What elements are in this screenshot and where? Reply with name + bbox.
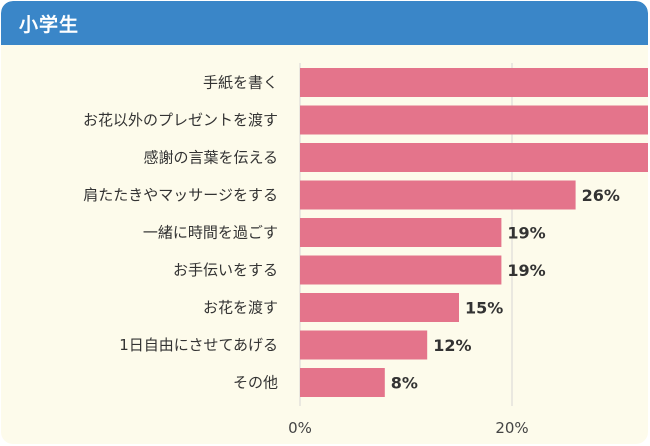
x-tick-label: 0% [288,419,312,437]
category-label: 感謝の言葉を伝える [143,149,278,167]
value-label: 19% [507,224,545,243]
chart-header: 小学生 [1,1,648,45]
bar [300,180,576,210]
bar [300,143,648,172]
value-label: 19% [507,261,545,280]
x-tick-label: 20% [495,419,528,437]
category-label: 肩たたきやマッサージをする [83,186,278,204]
value-label: 15% [465,299,503,318]
value-label: 26% [582,186,620,205]
bar [300,330,428,360]
chart-title: 小学生 [19,14,80,36]
bar [300,293,459,322]
bar [300,368,385,397]
category-label: その他 [233,374,278,392]
category-label: お手伝いをする [173,261,278,279]
category-label: 1日自由にさせてあげる [119,336,278,354]
bar [300,68,648,97]
category-label: 一緒に時間を過ごす [143,224,278,242]
value-label: 12% [433,336,471,355]
value-label: 8% [391,374,418,393]
category-label: お花を渡す [203,299,278,317]
category-label: 手紙を書く [203,74,278,92]
category-label: お花以外のプレゼントを渡す [83,111,278,129]
bar [300,255,502,285]
bar [300,105,648,135]
bar [300,218,502,247]
